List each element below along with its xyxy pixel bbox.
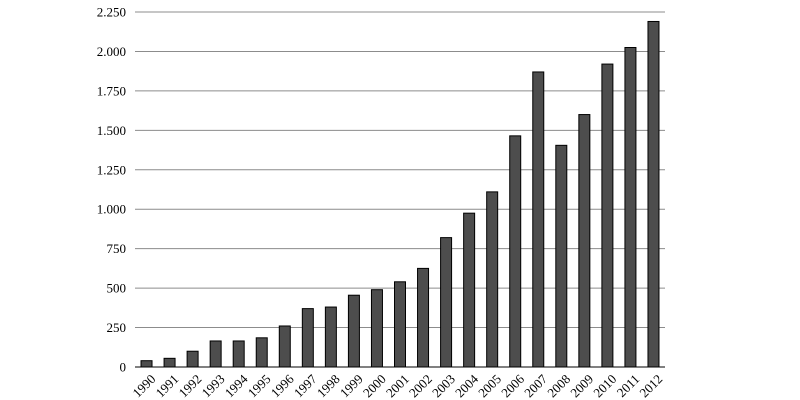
bar-2002: [417, 267, 430, 368]
bar-1990: [140, 360, 153, 368]
y-tick-label: 750: [107, 241, 127, 256]
x-tick-label: 1995: [245, 371, 274, 400]
x-tick-label: 2002: [406, 371, 435, 400]
x-axis-tick-labels: 1990199119921993199419951996199719981999…: [129, 371, 665, 400]
bar-2005: [486, 191, 499, 368]
x-tick-label: 2010: [590, 371, 619, 400]
y-tick-label: 2.000: [97, 44, 126, 59]
bar-2007: [532, 71, 545, 368]
bar-2010: [601, 63, 614, 368]
bar-2000: [370, 289, 383, 368]
bar-2001: [394, 281, 406, 368]
x-tick-label: 1996: [268, 371, 297, 400]
x-tick-label: 1997: [291, 371, 320, 400]
x-tick-label: 2008: [544, 371, 573, 400]
x-tick-label: 2000: [360, 371, 389, 400]
x-tick-label: 2007: [521, 371, 550, 400]
y-tick-label: 0: [120, 360, 127, 375]
y-tick-label: 1.750: [97, 83, 126, 98]
x-tick-label: 1992: [176, 371, 205, 400]
x-tick-label: 1993: [199, 371, 228, 400]
bar-1997: [301, 308, 314, 368]
x-tick-label: 1998: [314, 371, 343, 400]
x-tick-label: 2004: [452, 371, 481, 400]
y-tick-label: 500: [107, 281, 127, 296]
x-tick-label: 1999: [337, 371, 366, 400]
y-tick-label: 1.250: [97, 162, 126, 177]
bars: [140, 20, 660, 368]
x-tick-label: 2012: [636, 371, 665, 400]
bar-2009: [578, 114, 591, 368]
bar-1998: [324, 306, 337, 368]
bar-1991: [163, 357, 176, 368]
y-axis-tick-labels: 0 250 500 750 1.000 1.250 1.500 1.750 2.000 2.250: [97, 5, 126, 375]
y-tick-label: 250: [107, 320, 127, 335]
bar-2006: [509, 135, 522, 368]
bar-1996: [278, 325, 291, 368]
grid-lines: [135, 11, 665, 329]
bar-1994: [232, 340, 245, 368]
bar-1999: [347, 294, 360, 368]
x-tick-label: 2005: [475, 371, 504, 400]
x-tick-label: 1994: [222, 371, 251, 400]
x-tick-label: 2001: [383, 371, 412, 400]
y-tick-label: 1.500: [97, 123, 126, 138]
x-tick-label: 2011: [614, 371, 643, 400]
bar-2011: [624, 47, 637, 368]
y-tick-label: 1.000: [97, 202, 126, 217]
bar-2004: [463, 212, 476, 368]
x-tick-label: 2003: [429, 371, 458, 400]
x-tick-label: 2006: [498, 371, 527, 400]
x-tick-label: 1990: [129, 371, 158, 400]
x-tick-label: 1991: [152, 371, 181, 400]
bar-1992: [186, 350, 199, 368]
y-tick-label: 2.250: [97, 5, 126, 20]
bar-2008: [555, 144, 568, 368]
bar-1993: [209, 340, 222, 368]
bar-1995: [255, 337, 268, 368]
bar-2012: [647, 20, 660, 368]
x-tick-label: 2009: [567, 371, 596, 400]
bar-2003: [440, 237, 453, 368]
